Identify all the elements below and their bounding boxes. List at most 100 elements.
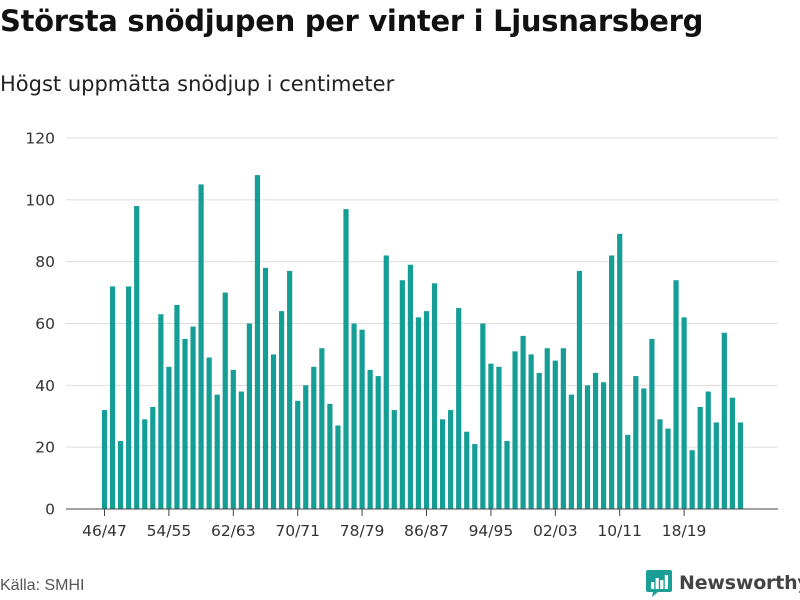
gridlines [66,137,778,448]
bar [617,233,623,509]
bar [737,422,744,509]
bar [456,308,462,509]
x-tick-label: 54/55 [147,522,192,540]
bar [230,369,236,510]
bar [633,376,639,509]
x-tick-label: 18/19 [662,522,707,540]
bar [287,270,293,509]
bar [560,348,566,509]
bar [262,267,269,509]
bar [665,428,671,509]
bar [584,385,591,509]
bar [697,406,703,509]
y-tick-label: 0 [45,501,55,519]
bar [319,348,325,509]
bar [206,357,212,509]
brand-name: Newsworthy [679,572,800,594]
bar [327,403,333,509]
bar [496,366,502,509]
bar [592,372,599,509]
bar [367,369,373,510]
bar [246,323,252,509]
bar [480,323,486,509]
newsworthy-logo-icon [646,570,672,597]
x-tick-label: 70/71 [275,522,320,540]
bar [552,360,558,509]
y-tick-label: 40 [35,377,55,395]
bar [431,283,438,509]
bar [158,314,164,509]
x-tick-label: 10/11 [597,522,642,540]
bar [609,255,615,509]
bar [351,323,357,509]
x-tick-label: 94/95 [469,522,514,540]
bar [118,440,124,509]
x-tick-label: 78/79 [340,522,385,540]
bar [721,332,727,509]
bar [198,184,204,510]
bar [359,329,365,509]
bar [238,391,244,509]
x-tick-label: 02/03 [533,522,578,540]
bar [254,175,261,509]
bar [399,280,405,509]
bar [504,440,510,509]
bar [729,397,735,509]
bar [311,366,317,509]
bar [488,363,494,509]
brand-logo[interactable]: Newsworthy [645,568,800,598]
x-axis-ticks: 46/47 54/55 62/63 70/71 78/79 86/87 94/95 02/03… [82,509,706,540]
bar [335,425,341,509]
bar [423,311,430,509]
chart-title: Största snödjupen per vinter i Ljusnarsb… [0,4,704,38]
bar [512,351,518,509]
bar [713,422,719,509]
bar [657,419,663,509]
bar [166,366,172,509]
bar [601,382,607,509]
x-tick-label: 86/87 [404,522,449,540]
bar [391,410,397,509]
x-tick-label: 46/47 [82,522,127,540]
bar [270,354,277,509]
bar [568,394,574,509]
bar [126,286,132,509]
bar [214,394,220,509]
bar [150,406,156,509]
bar [528,354,534,509]
bar [625,434,631,509]
bar [190,326,196,509]
x-tick-label: 62/63 [211,522,256,540]
bar [295,400,301,509]
source-note: Källa: SMHI [0,577,85,594]
y-axis-ticks: 0 20 40 60 80 100 120 [25,130,55,519]
bar [705,391,711,509]
bar [142,419,148,509]
bar [407,264,413,509]
bars [101,175,744,510]
bar [109,286,116,509]
y-tick-label: 80 [35,253,55,271]
bar [520,335,526,509]
bar [343,209,349,510]
bar [649,338,655,509]
bar [174,304,180,509]
bar [464,431,470,509]
bar [440,419,446,509]
bar [641,388,647,509]
bar [576,270,583,509]
bar [415,317,422,509]
y-tick-label: 20 [35,439,55,457]
bar [544,348,550,509]
bar [375,376,381,509]
bar [673,280,679,509]
chart-subtitle: Högst uppmätta snödjup i centimeter [0,72,395,96]
bar [681,317,687,509]
bar [689,450,695,509]
bar [536,372,542,509]
bar [101,410,108,509]
bar [222,292,228,509]
bar [182,338,188,509]
bar [303,385,309,509]
